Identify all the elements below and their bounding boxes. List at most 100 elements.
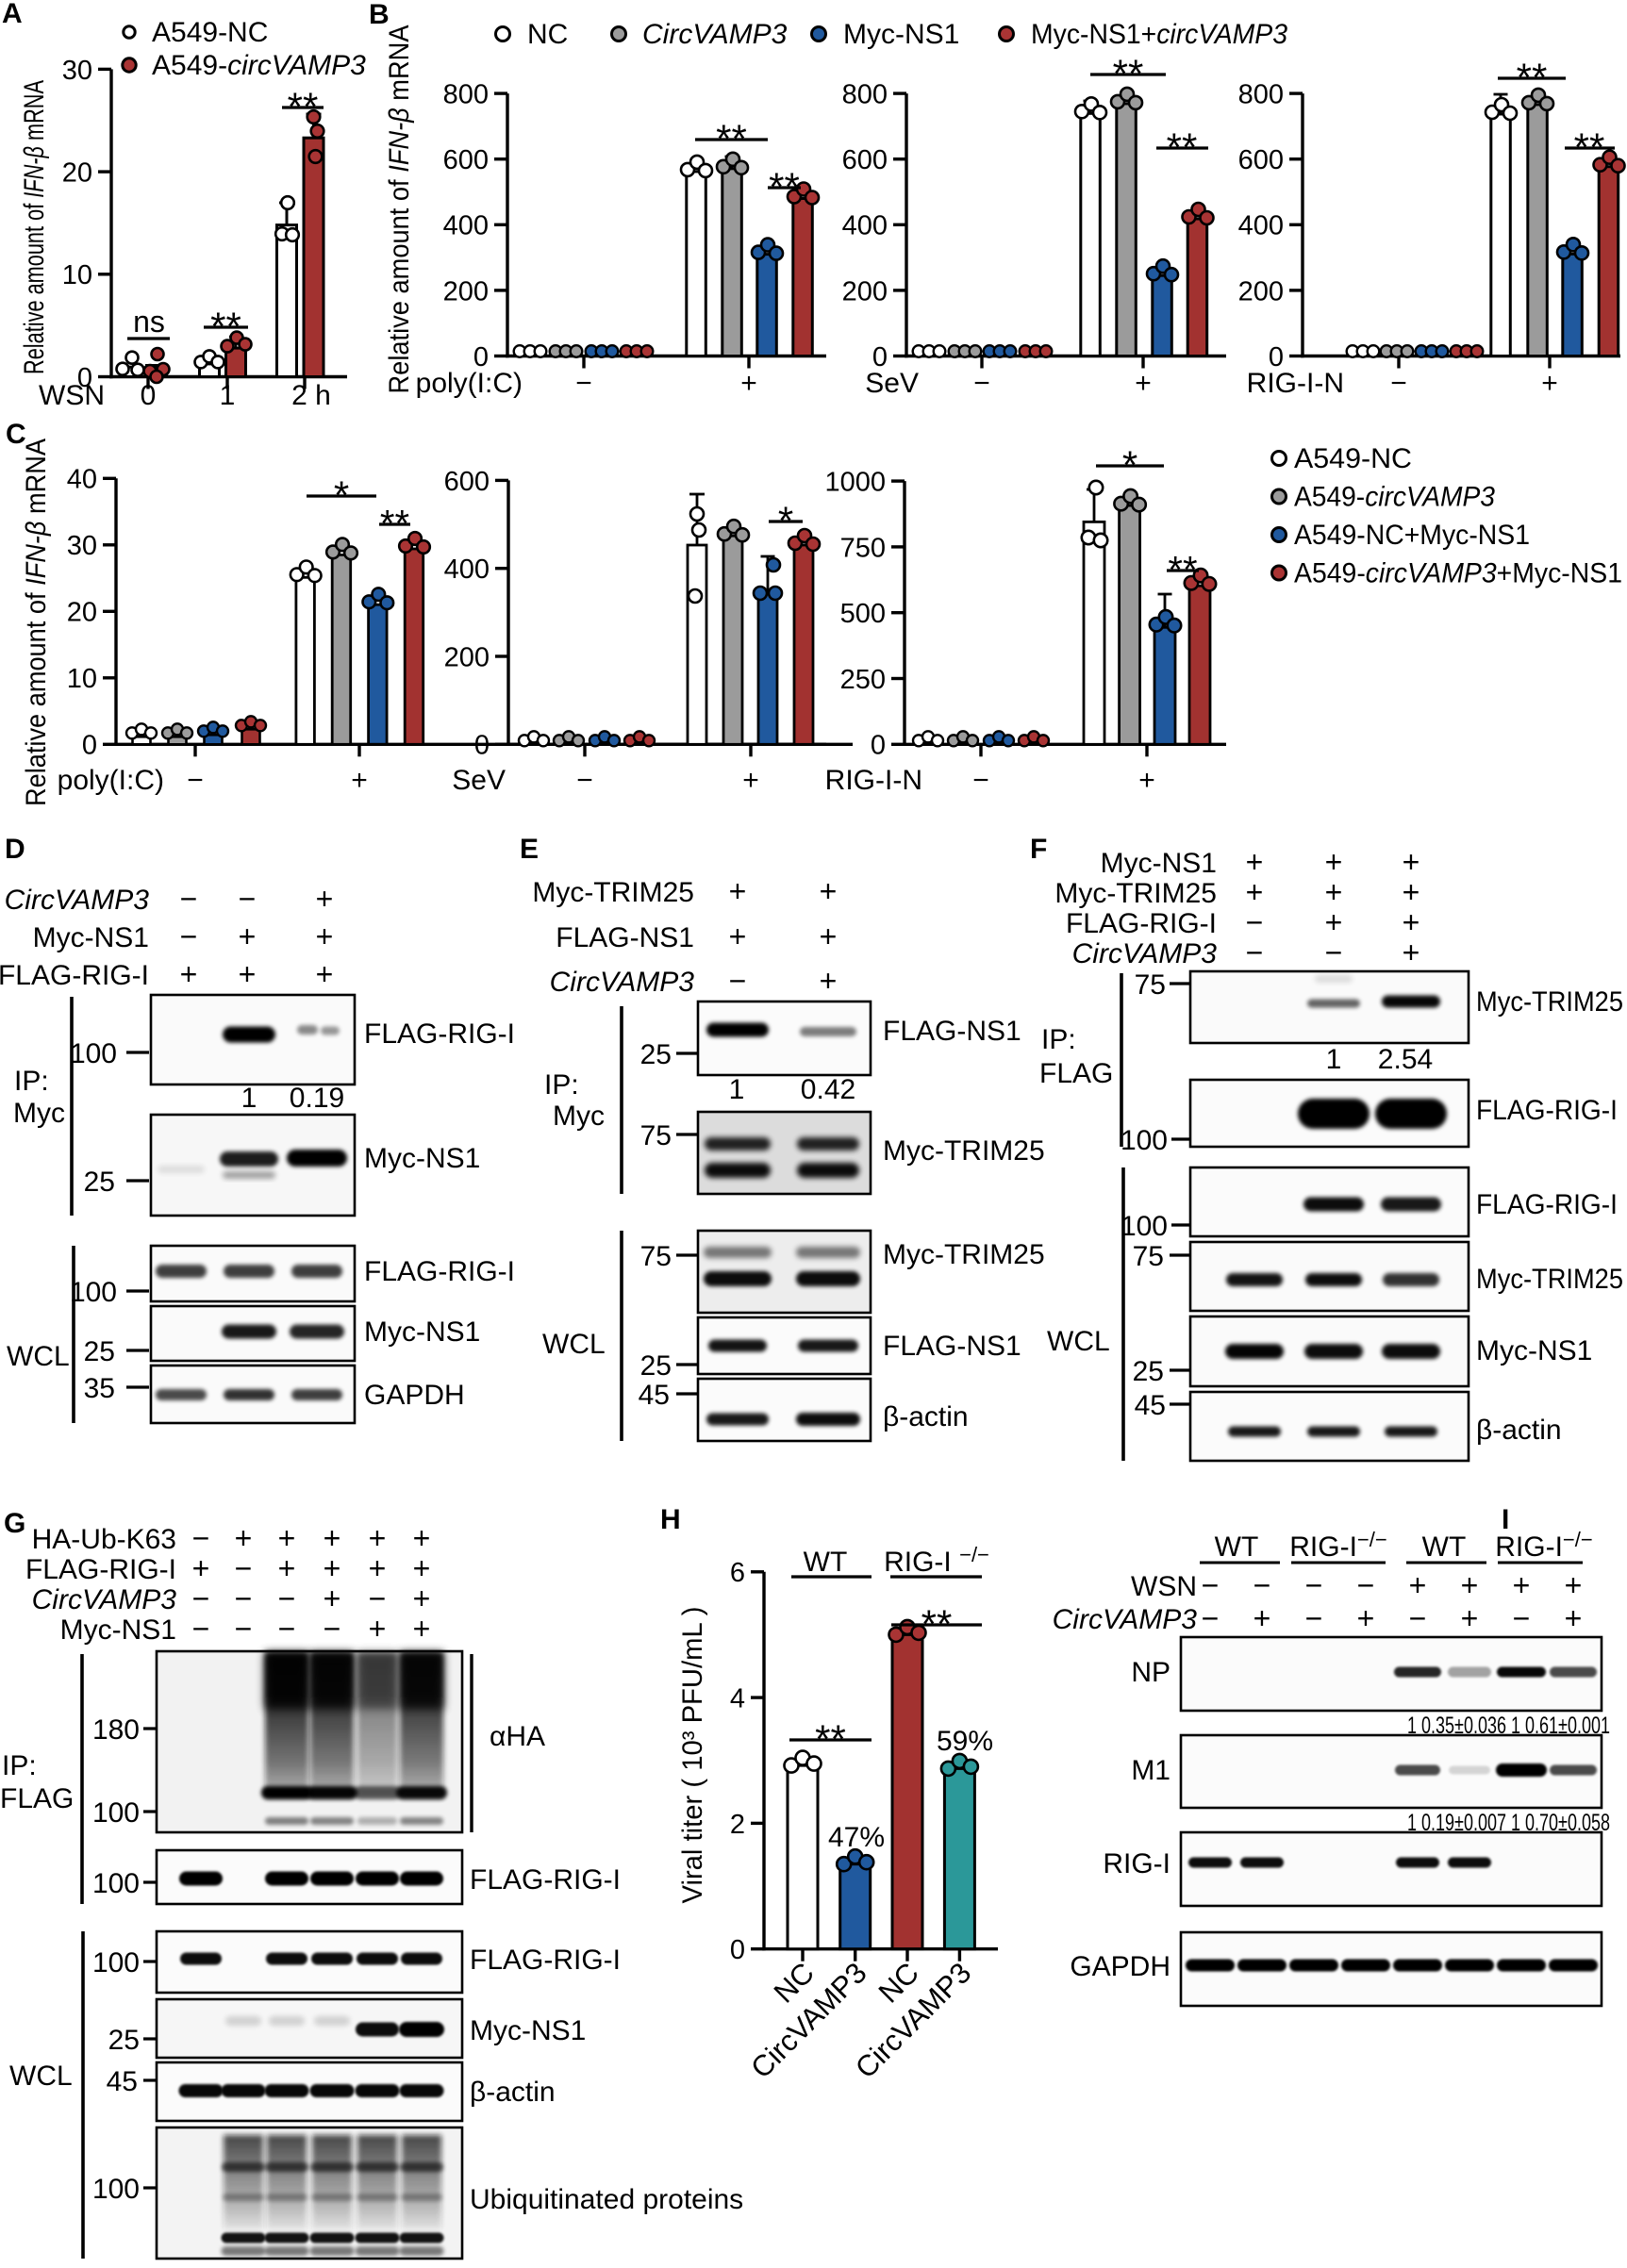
- svg-text:D: D: [5, 834, 25, 865]
- svg-text:SeV: SeV: [865, 368, 919, 399]
- svg-text:2.54: 2.54: [1378, 1044, 1433, 1075]
- svg-text:+: +: [316, 882, 334, 916]
- svg-text:45: 45: [107, 2066, 138, 2097]
- svg-text:NC: NC: [527, 19, 568, 50]
- svg-text:+: +: [1253, 1601, 1271, 1635]
- svg-text:+: +: [1461, 1568, 1479, 1602]
- svg-text:30: 30: [67, 531, 97, 561]
- svg-text:**: **: [716, 116, 747, 160]
- svg-text:0: 0: [1269, 342, 1284, 372]
- svg-text:FLAG-NS1: FLAG-NS1: [883, 1016, 1021, 1047]
- svg-text:A549-NC: A549-NC: [1294, 443, 1412, 474]
- svg-text:Myc-TRIM25: Myc-TRIM25: [1054, 878, 1217, 909]
- svg-text:−: −: [192, 1521, 210, 1555]
- svg-text:−: −: [1246, 935, 1264, 969]
- svg-text:Myc-NS1: Myc-NS1: [470, 2015, 586, 2046]
- svg-text:RIG-I: RIG-I: [1103, 1848, 1170, 1879]
- svg-text:1000: 1000: [824, 468, 886, 498]
- svg-text:FLAG-RIG-I: FLAG-RIG-I: [1066, 908, 1217, 939]
- svg-text:75: 75: [1135, 969, 1166, 1001]
- svg-text:FLAG-RIG-I: FLAG-RIG-I: [25, 1554, 176, 1585]
- svg-text:−: −: [235, 1551, 253, 1585]
- svg-text:Ubiquitinated proteins: Ubiquitinated proteins: [470, 2184, 743, 2215]
- svg-text:**: **: [210, 304, 241, 348]
- svg-text:FLAG: FLAG: [0, 1783, 74, 1814]
- svg-text:F: F: [1030, 834, 1047, 865]
- svg-text:NP: NP: [1131, 1657, 1170, 1688]
- svg-text:0: 0: [473, 342, 489, 372]
- svg-text:0: 0: [872, 342, 888, 372]
- svg-text:Myc-NS1: Myc-NS1: [364, 1143, 480, 1174]
- svg-text:−: −: [180, 919, 198, 953]
- svg-text:0.19: 0.19: [290, 1083, 344, 1114]
- svg-text:I: I: [1502, 1504, 1509, 1535]
- svg-text:−: −: [192, 1581, 210, 1615]
- svg-text:+: +: [1138, 765, 1155, 796]
- svg-text:**: **: [1113, 51, 1144, 95]
- svg-text:25: 25: [640, 1350, 672, 1382]
- svg-text:+: +: [1325, 845, 1343, 879]
- svg-text:−: −: [1253, 1568, 1271, 1602]
- svg-text:180: 180: [92, 1714, 140, 1746]
- svg-text:100: 100: [1121, 1125, 1168, 1156]
- svg-text:Myc-TRIM25: Myc-TRIM25: [1476, 1264, 1623, 1295]
- svg-text:−: −: [235, 1612, 253, 1646]
- svg-text:*: *: [778, 498, 793, 542]
- svg-text:25: 25: [1133, 1356, 1164, 1387]
- svg-text:Myc-NS1: Myc-NS1: [843, 19, 959, 50]
- svg-text:FLAG-NS1: FLAG-NS1: [556, 922, 694, 953]
- svg-text:−: −: [180, 882, 198, 916]
- svg-text:−: −: [729, 964, 747, 998]
- svg-text:−: −: [239, 882, 257, 916]
- svg-text:GAPDH: GAPDH: [364, 1380, 465, 1411]
- svg-text:**: **: [769, 164, 800, 208]
- svg-text:20: 20: [62, 158, 92, 189]
- svg-text:−: −: [1513, 1601, 1531, 1635]
- svg-text:100: 100: [70, 1277, 117, 1308]
- svg-text:−: −: [278, 1581, 296, 1615]
- svg-text:FLAG: FLAG: [1039, 1058, 1113, 1089]
- svg-text:−: −: [1390, 368, 1407, 399]
- svg-text:WCL: WCL: [1047, 1326, 1110, 1357]
- svg-text:WT: WT: [1215, 1531, 1259, 1563]
- svg-text:−: −: [369, 1581, 387, 1615]
- svg-text:−: −: [1202, 1568, 1220, 1602]
- svg-text:+: +: [239, 919, 257, 953]
- svg-text:E: E: [520, 834, 539, 865]
- svg-text:**: **: [288, 84, 319, 128]
- svg-text:Myc-NS1: Myc-NS1: [1101, 848, 1217, 879]
- svg-text:FLAG-RIG-I: FLAG-RIG-I: [470, 1864, 621, 1896]
- svg-text:25: 25: [108, 2025, 140, 2056]
- svg-text:−: −: [192, 1612, 210, 1646]
- svg-text:1: 1: [241, 1083, 257, 1114]
- svg-text:CircVAMP3: CircVAMP3: [1072, 938, 1218, 969]
- svg-text:β-actin: β-actin: [883, 1401, 969, 1432]
- svg-text:400: 400: [1238, 211, 1284, 241]
- svg-text:+: +: [1409, 1568, 1427, 1602]
- svg-text:1: 1: [1326, 1044, 1342, 1075]
- svg-text:poly(I:C): poly(I:C): [58, 765, 164, 796]
- svg-text:45: 45: [639, 1380, 670, 1411]
- svg-text:+: +: [324, 1551, 341, 1585]
- svg-text:−: −: [1357, 1568, 1375, 1602]
- svg-text:+: +: [1325, 905, 1343, 939]
- svg-text:−: −: [576, 765, 593, 796]
- svg-text:25: 25: [84, 1167, 115, 1198]
- svg-text:+: +: [1565, 1568, 1583, 1602]
- svg-text:+: +: [180, 957, 198, 991]
- svg-text:Myc-NS1: Myc-NS1: [60, 1614, 176, 1646]
- svg-text:CircVAMP3: CircVAMP3: [5, 885, 150, 916]
- svg-text:CircVAMP3: CircVAMP3: [32, 1584, 177, 1615]
- svg-text:FLAG-RIG-I: FLAG-RIG-I: [364, 1256, 515, 1287]
- svg-text:FLAG-NS1: FLAG-NS1: [883, 1331, 1021, 1362]
- svg-text:10: 10: [67, 664, 97, 694]
- svg-text:IP:: IP:: [1041, 1024, 1076, 1055]
- svg-text:−: −: [1202, 1601, 1220, 1635]
- svg-text:−: −: [187, 765, 204, 796]
- svg-text:800: 800: [443, 80, 489, 110]
- svg-text:+: +: [820, 874, 838, 908]
- svg-text:0: 0: [730, 1935, 745, 1965]
- svg-text:RIG-I-N: RIG-I-N: [825, 765, 922, 796]
- svg-text:100: 100: [70, 1038, 117, 1069]
- svg-text:**: **: [921, 1601, 953, 1646]
